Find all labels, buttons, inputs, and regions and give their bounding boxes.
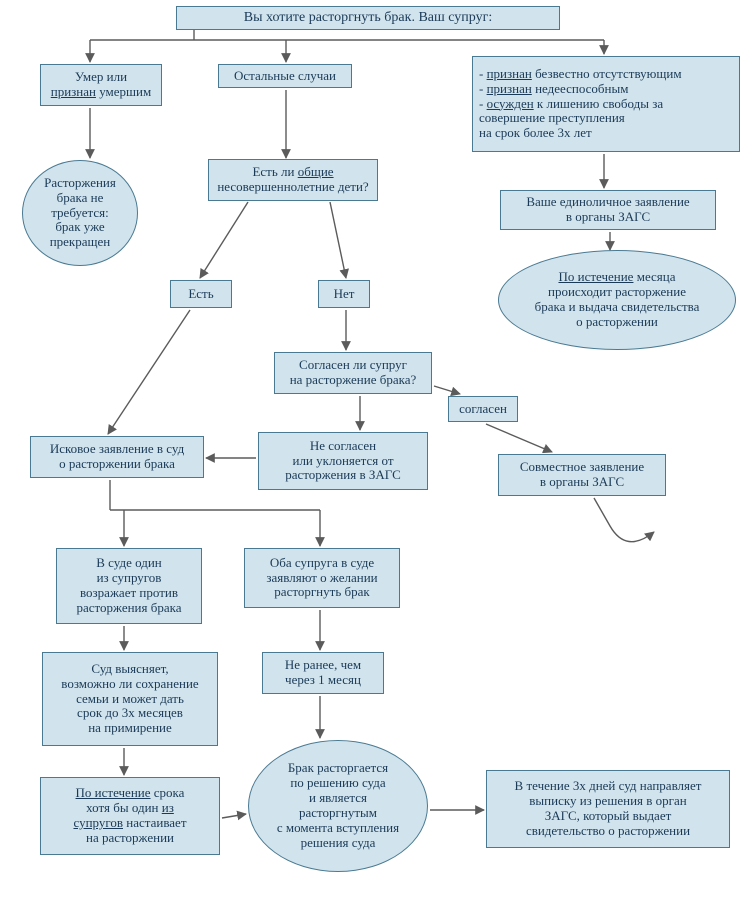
node-month2: Не ранее, чемчерез 1 месяц xyxy=(262,652,384,694)
node-object: В суде одиниз супруговвозражает противра… xyxy=(56,548,202,624)
node-extract: В течение 3х дней суд направляетвыписку … xyxy=(486,770,730,848)
node-no: Нет xyxy=(318,280,370,308)
node-noneed: Расторжениябрака нетребуется:брак ужепре… xyxy=(22,160,138,266)
node-other: Остальные случаи xyxy=(218,64,352,88)
node-insist: По истечение срокахотя бы один изсупруго… xyxy=(40,777,220,855)
node-disagree: Не согласенили уклоняется отрасторжения … xyxy=(258,432,428,490)
node-agree_q: Согласен ли супругна расторжение брака? xyxy=(274,352,432,394)
node-root: Вы хотите расторгнуть брак. Ваш супруг: xyxy=(176,6,560,30)
node-children: Есть ли общиенесовершеннолетние дети? xyxy=(208,159,378,201)
node-agree_yes: согласен xyxy=(448,396,518,422)
node-threecases: - признан безвестно отсутствующим- призн… xyxy=(472,56,740,152)
node-died: Умер илипризнан умершим xyxy=(40,64,162,106)
node-dissolved: Брак расторгаетсяпо решению судаи являет… xyxy=(248,740,428,872)
node-court_try: Суд выясняет,возможно ли сохранениесемьи… xyxy=(42,652,218,746)
node-month1: По истечение месяцапроисходит расторжени… xyxy=(498,250,736,350)
node-has: Есть xyxy=(170,280,232,308)
node-both: Оба супруга в судезаявляют о желаниираст… xyxy=(244,548,400,608)
node-joint: Совместное заявлениев органы ЗАГС xyxy=(498,454,666,496)
flowchart-stage: Вы хотите расторгнуть брак. Ваш супруг: У… xyxy=(0,0,750,899)
node-suit: Исковое заявление в судо расторжении бра… xyxy=(30,436,204,478)
node-solo: Ваше единоличное заявлениев органы ЗАГС xyxy=(500,190,716,230)
